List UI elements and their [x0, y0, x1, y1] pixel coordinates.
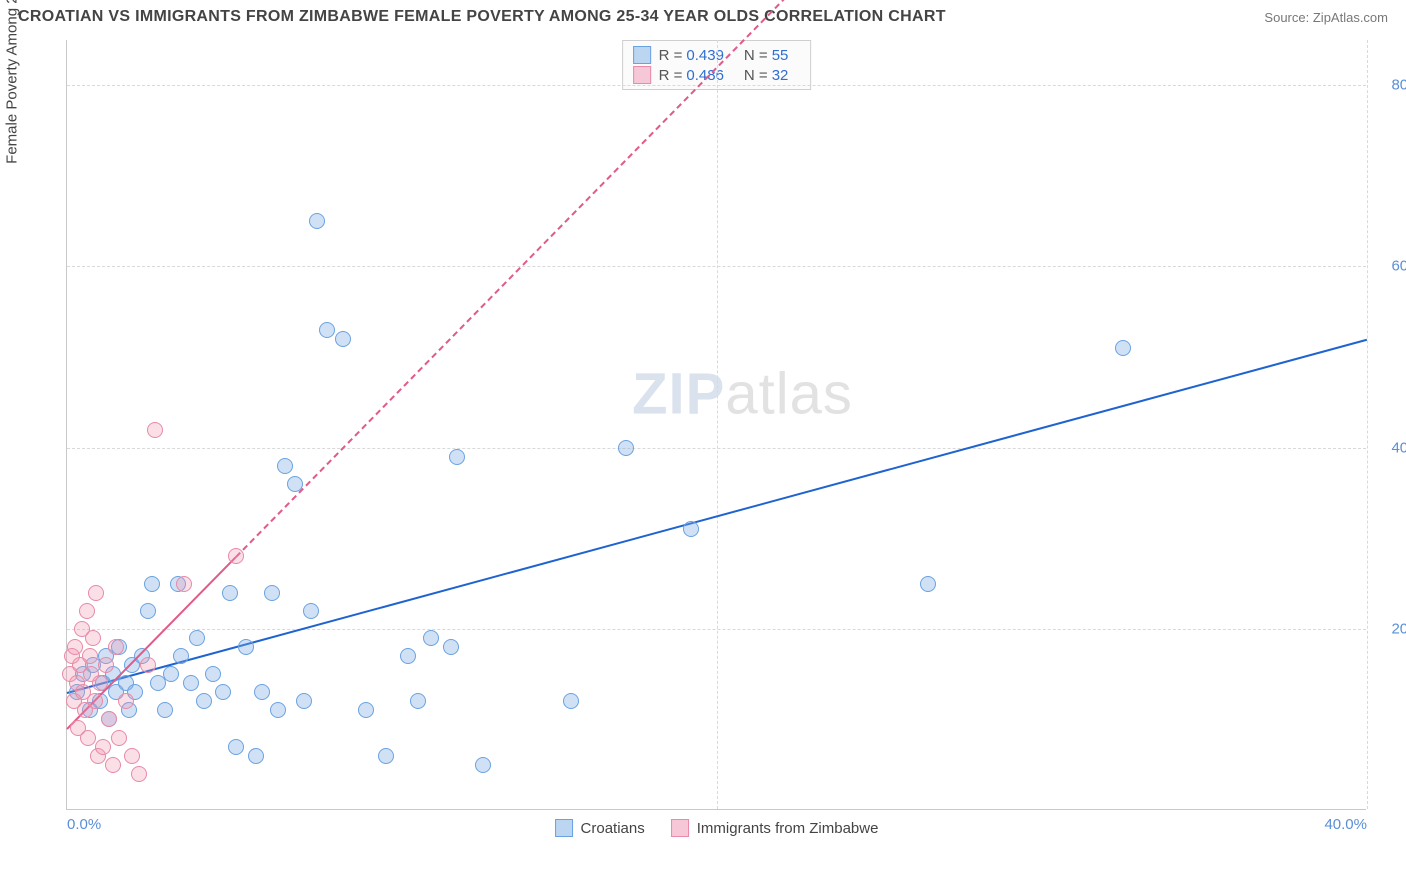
data-point	[95, 739, 111, 755]
y-tick-label: 80.0%	[1374, 77, 1406, 94]
data-point	[108, 639, 124, 655]
data-point	[183, 675, 199, 691]
data-point	[131, 766, 147, 782]
data-point	[475, 757, 491, 773]
watermark: ZIPatlas	[632, 360, 853, 427]
legend-swatch	[633, 46, 651, 64]
gridline-v	[717, 40, 718, 809]
data-point	[196, 693, 212, 709]
data-point	[618, 440, 634, 456]
data-point	[140, 657, 156, 673]
data-point	[205, 666, 221, 682]
data-point	[189, 630, 205, 646]
legend-swatch	[555, 819, 573, 837]
source-name: ZipAtlas.com	[1313, 10, 1388, 25]
data-point	[228, 548, 244, 564]
data-point	[140, 603, 156, 619]
data-point	[449, 449, 465, 465]
data-point	[101, 711, 117, 727]
legend-r: R =0.486	[659, 67, 736, 84]
data-point	[277, 458, 293, 474]
data-point	[215, 684, 231, 700]
data-point	[423, 630, 439, 646]
legend-swatch	[671, 819, 689, 837]
data-point	[88, 585, 104, 601]
data-point	[254, 684, 270, 700]
data-point	[87, 693, 103, 709]
data-point	[563, 693, 579, 709]
plot-area: ZIPatlas R =0.439N =55R =0.486N =32 Croa…	[66, 40, 1366, 810]
data-point	[85, 630, 101, 646]
data-point	[80, 730, 96, 746]
data-point	[118, 693, 134, 709]
x-tick-label: 0.0%	[67, 816, 101, 833]
data-point	[410, 693, 426, 709]
data-point	[105, 757, 121, 773]
chart-header: CROATIAN VS IMMIGRANTS FROM ZIMBABWE FEM…	[0, 0, 1406, 30]
data-point	[358, 702, 374, 718]
legend-series-label: Immigrants from Zimbabwe	[697, 820, 879, 837]
y-tick-label: 40.0%	[1374, 439, 1406, 456]
data-point	[228, 739, 244, 755]
data-point	[443, 639, 459, 655]
data-point	[683, 521, 699, 537]
data-point	[319, 322, 335, 338]
data-point	[248, 748, 264, 764]
watermark-zip: ZIP	[632, 361, 725, 426]
source-label: Source:	[1264, 10, 1309, 25]
data-point	[144, 576, 160, 592]
series-legend: Croatians Immigrants from Zimbabwe	[555, 819, 879, 837]
data-point	[98, 657, 114, 673]
data-point	[303, 603, 319, 619]
legend-series-label: Croatians	[581, 820, 645, 837]
source-attribution: Source: ZipAtlas.com	[1264, 10, 1388, 25]
legend-n: N =32	[744, 67, 800, 84]
data-point	[920, 576, 936, 592]
data-point	[163, 666, 179, 682]
data-point	[378, 748, 394, 764]
data-point	[92, 675, 108, 691]
data-point	[111, 730, 127, 746]
data-point	[173, 648, 189, 664]
y-axis-label: Female Poverty Among 25-34 Year Olds	[4, 0, 21, 164]
legend-series-item: Croatians	[555, 819, 645, 837]
data-point	[264, 585, 280, 601]
data-point	[176, 576, 192, 592]
x-tick-label: 40.0%	[1324, 816, 1367, 833]
watermark-atlas: atlas	[725, 361, 853, 426]
data-point	[270, 702, 286, 718]
legend-series-item: Immigrants from Zimbabwe	[671, 819, 879, 837]
legend-swatch	[633, 66, 651, 84]
y-tick-label: 20.0%	[1374, 620, 1406, 637]
data-point	[222, 585, 238, 601]
data-point	[1115, 340, 1131, 356]
data-point	[79, 603, 95, 619]
data-point	[335, 331, 351, 347]
data-point	[124, 748, 140, 764]
gridline-v	[1367, 40, 1368, 809]
data-point	[147, 422, 163, 438]
data-point	[296, 693, 312, 709]
data-point	[67, 639, 83, 655]
data-point	[238, 639, 254, 655]
chart-title: CROATIAN VS IMMIGRANTS FROM ZIMBABWE FEM…	[18, 8, 946, 26]
y-tick-label: 60.0%	[1374, 258, 1406, 275]
data-point	[82, 648, 98, 664]
data-point	[309, 213, 325, 229]
data-point	[157, 702, 173, 718]
data-point	[400, 648, 416, 664]
legend-n: N =55	[744, 47, 800, 64]
